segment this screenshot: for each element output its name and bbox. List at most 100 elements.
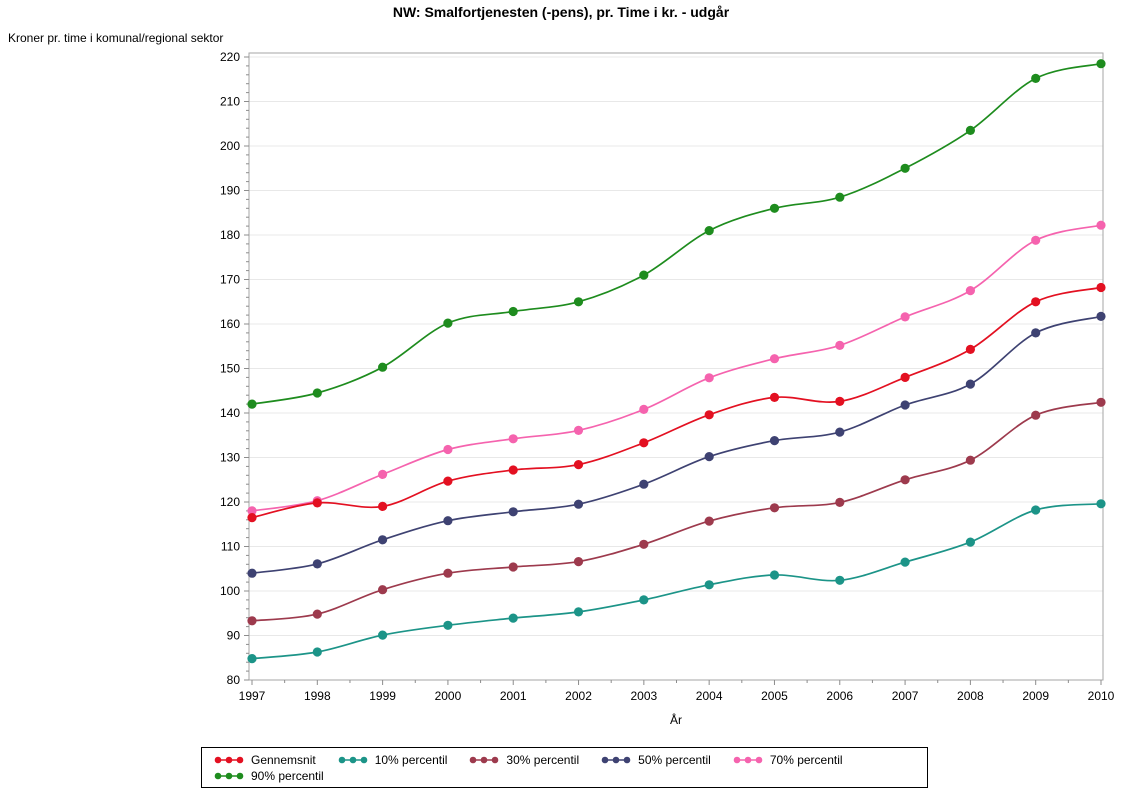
data-point — [900, 163, 910, 173]
legend-dot — [225, 756, 233, 764]
series-90-percentil — [247, 59, 1106, 409]
series-30-percentil — [247, 397, 1106, 626]
data-point — [508, 465, 518, 475]
legend-line-marker-icon — [338, 756, 368, 764]
legend-line-marker-icon — [470, 756, 499, 764]
legend-dot — [225, 772, 233, 780]
y-tick-label: 110 — [221, 540, 240, 554]
legend-label: 90% percentil — [251, 769, 324, 783]
series-10-percentil — [247, 499, 1106, 664]
data-point — [443, 620, 453, 630]
data-point — [639, 404, 649, 414]
y-axis-caption: Kroner pr. time i komunal/regional sekto… — [8, 31, 224, 45]
data-point — [1096, 220, 1106, 230]
data-point — [835, 575, 845, 585]
data-point — [900, 372, 910, 382]
data-point — [443, 516, 453, 526]
data-point — [312, 609, 322, 619]
legend-dot — [481, 756, 488, 764]
data-point — [443, 444, 453, 455]
data-point — [443, 318, 453, 328]
data-point — [965, 379, 976, 389]
data-point — [769, 392, 780, 402]
series-50-percentil — [247, 311, 1106, 578]
data-point — [900, 312, 910, 322]
series-line — [251, 502, 1102, 660]
data-point — [835, 497, 845, 507]
data-point — [312, 559, 322, 569]
legend: Gennemsnit 10% percentil 30% percentil 50% … — [201, 747, 928, 788]
legend-dot — [744, 756, 752, 764]
series-line — [251, 401, 1102, 622]
data-point — [835, 192, 845, 202]
series-gennemsnit — [247, 282, 1106, 523]
data-point — [508, 434, 518, 444]
x-tick-label: 1997 — [239, 689, 266, 703]
x-tick-label: 2004 — [696, 689, 723, 703]
data-point — [835, 340, 845, 350]
y-tick-label: 90 — [227, 629, 241, 643]
data-point — [573, 557, 584, 567]
plot-area: 80 90 100 110 120 130 140 150 160 170 180 190 200 210… — [220, 50, 1115, 727]
legend-dot — [612, 756, 620, 764]
data-point — [573, 499, 584, 509]
data-point — [1096, 282, 1106, 293]
data-point — [1031, 235, 1041, 245]
data-point — [573, 460, 584, 470]
legend-item: 50% percentil — [601, 752, 711, 768]
data-point — [573, 607, 584, 617]
legend-line-marker-icon — [733, 756, 763, 764]
legend-label: 50% percentil — [638, 753, 711, 767]
x-tick-label: 2000 — [435, 689, 462, 703]
legend-label: Gennemsnit — [251, 753, 316, 767]
data-point — [508, 562, 518, 572]
y-tick-label: 200 — [220, 139, 240, 153]
data-point — [639, 595, 649, 605]
data-point — [247, 616, 257, 626]
data-point — [378, 362, 388, 372]
data-point — [312, 388, 322, 398]
y-tick-label: 100 — [220, 584, 240, 598]
data-point — [573, 297, 584, 307]
data-point — [769, 570, 780, 580]
legend-dot — [492, 756, 499, 764]
legend-label: 70% percentil — [769, 753, 843, 767]
legend-dot — [214, 756, 222, 764]
data-point — [900, 557, 910, 567]
legend-item: 70% percentil — [733, 752, 843, 768]
data-point — [639, 270, 649, 280]
legend-dot — [338, 756, 346, 764]
plot-frame — [248, 52, 1104, 681]
legend-dot — [349, 756, 357, 764]
legend-dot — [236, 772, 244, 780]
data-point — [247, 654, 257, 664]
data-point — [443, 568, 453, 578]
data-point — [1096, 499, 1106, 509]
data-point — [247, 513, 257, 523]
legend-dot — [623, 756, 631, 764]
legend-label: 30% percentil — [506, 753, 580, 767]
data-point — [378, 630, 388, 640]
legend-dot — [601, 756, 609, 764]
data-point — [704, 580, 714, 590]
data-point — [1031, 328, 1041, 338]
data-point — [1031, 73, 1041, 83]
y-tick-label: 120 — [220, 495, 240, 509]
y-tick-label: 170 — [220, 273, 240, 287]
legend-dot — [214, 772, 222, 780]
data-point — [639, 438, 649, 448]
x-tick-label: 2009 — [1022, 689, 1049, 703]
data-point — [508, 613, 518, 623]
legend-item: 10% percentil — [338, 752, 447, 768]
data-point — [704, 226, 714, 236]
data-point — [769, 503, 780, 513]
data-point — [965, 286, 976, 296]
data-point — [769, 436, 780, 446]
x-tick-label: 2001 — [500, 689, 527, 703]
x-tick-label: 2003 — [630, 689, 657, 703]
y-tick-label: 210 — [220, 95, 240, 109]
data-point — [378, 585, 388, 595]
legend-dot — [470, 756, 477, 764]
data-point — [704, 452, 714, 462]
legend-line-marker-icon — [214, 756, 244, 764]
